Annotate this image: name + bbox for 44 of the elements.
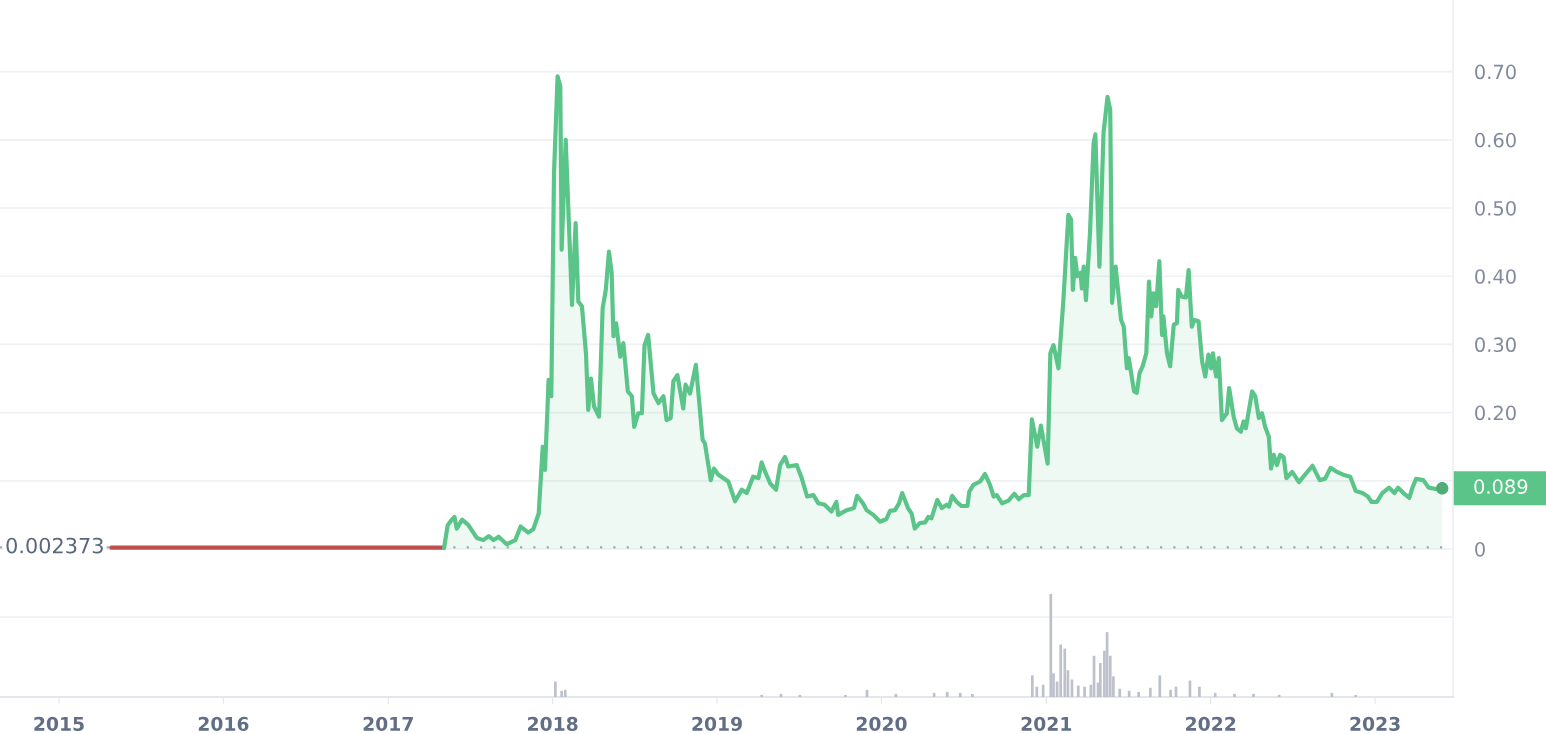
- annotation: 0.089: [1474, 479, 1528, 494]
- bar: [1076, 685, 1080, 697]
- y-tick-label: 0.70: [1475, 64, 1516, 80]
- x-tick-label: 2018: [528, 716, 578, 731]
- bar: [1137, 691, 1140, 697]
- bar: [1233, 693, 1236, 697]
- bar: [1169, 689, 1172, 697]
- bar: [1252, 693, 1255, 697]
- bar: [958, 692, 962, 697]
- bar: [1198, 686, 1201, 697]
- x-tick-label: 2021: [1021, 716, 1072, 731]
- y-tick-label: 0: [1475, 541, 1485, 557]
- bar: [563, 689, 567, 697]
- bar: [554, 681, 557, 697]
- bar: [1118, 688, 1122, 697]
- bar: [1063, 648, 1067, 697]
- bar: [1354, 694, 1358, 697]
- bar: [1030, 675, 1034, 697]
- bar: [1059, 644, 1063, 697]
- x-tick-label: 2016: [198, 716, 249, 731]
- y-tick-label: 0.30: [1475, 337, 1516, 353]
- x-tick-label: 2015: [34, 716, 84, 731]
- bar: [945, 691, 949, 697]
- bar: [760, 694, 763, 697]
- bar: [560, 690, 563, 697]
- y-tick-label: 0.50: [1475, 200, 1516, 216]
- bar: [1049, 594, 1053, 697]
- y-tick-label: 0.40: [1475, 269, 1516, 284]
- ref-line-label: 0.002373: [6, 537, 103, 554]
- x-tick-label: 2017: [363, 716, 413, 731]
- bar: [1158, 675, 1162, 697]
- y-tick-label: 0.20: [1475, 405, 1516, 421]
- bar: [1083, 686, 1086, 697]
- x-tick-label: 2019: [692, 716, 742, 731]
- bar: [1127, 690, 1131, 697]
- x-tick-label: 2020: [856, 716, 907, 731]
- x-tick-label: 2022: [1186, 716, 1236, 731]
- bar: [1330, 692, 1334, 697]
- y-tick-label: 0.60: [1475, 132, 1516, 148]
- bar: [844, 694, 847, 697]
- bar: [1213, 692, 1217, 697]
- bar: [1148, 687, 1152, 697]
- x-tick-label: 2023: [1350, 716, 1400, 731]
- bar: [971, 693, 974, 697]
